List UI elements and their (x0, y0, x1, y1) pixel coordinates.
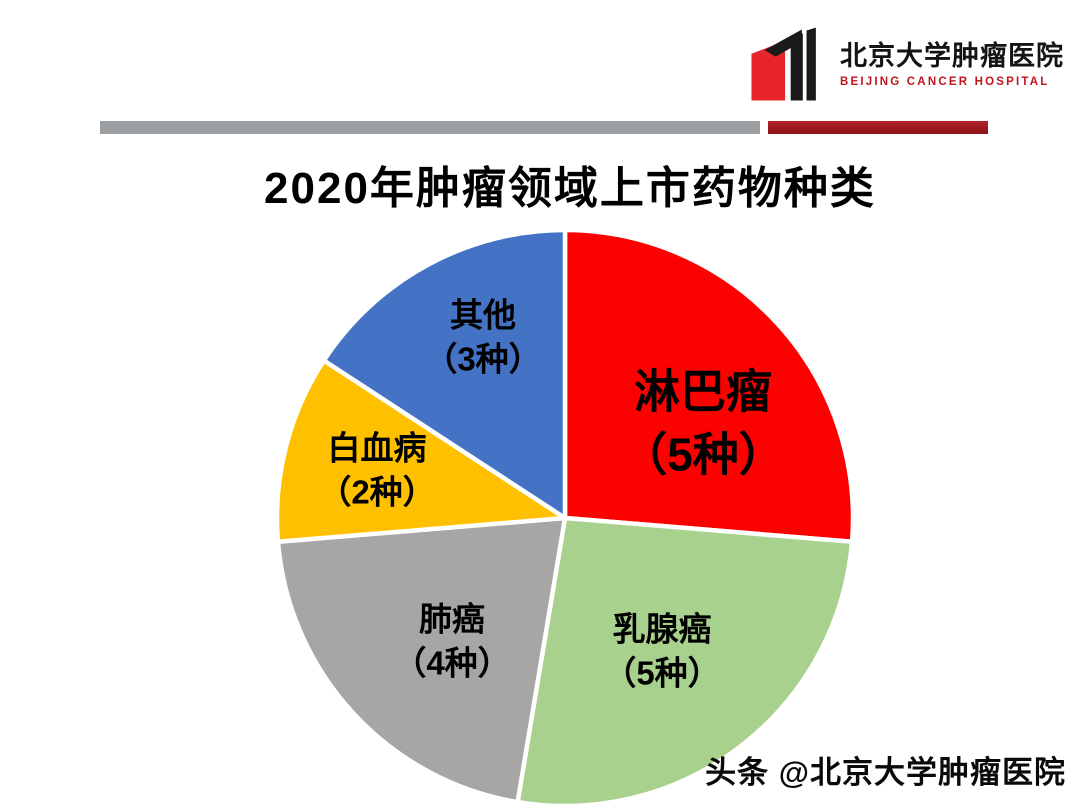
pie-label-breast-cancer: 乳腺癌 （5种） (603, 607, 720, 694)
hospital-logo-text: 北京大学肿瘤医院 BEIJING CANCER HOSPITAL (840, 41, 1064, 88)
slide-title: 2020年肿瘤领域上市药物种类 (264, 164, 876, 213)
hospital-logo-icon (751, 27, 816, 101)
watermark: 头条 @北京大学肿瘤医院 (705, 755, 1066, 790)
pie-label-other: 其他 （3种） (424, 293, 541, 380)
hospital-logo: 北京大学肿瘤医院 BEIJING CANCER HOSPITAL (744, 26, 1064, 104)
pie-label-breast-cancer-count: （5种） (603, 654, 721, 691)
pie-label-leukemia-count: （2种） (318, 473, 436, 510)
pie-slice-lung-cancer (275, 515, 568, 805)
pie-label-leukemia-name: 白血病 (327, 429, 427, 467)
pie-label-breast-cancer-name: 乳腺癌 (612, 610, 712, 648)
pie-slice-leukemia (274, 358, 568, 545)
logo-black-diagonal (764, 29, 802, 57)
hospital-name-cn: 北京大学肿瘤医院 (840, 41, 1064, 72)
pie-slice-other (321, 227, 568, 521)
divider-gray-bar (100, 121, 760, 134)
logo-black-bar-2 (806, 27, 816, 101)
hospital-name-en: BEIJING CANCER HOSPITAL (840, 75, 1050, 88)
pie-slice-lymphoma (562, 227, 856, 545)
pie-label-lymphoma: 淋巴瘤 （5种） (621, 361, 785, 488)
divider-red-bar (768, 121, 988, 134)
header-divider (100, 121, 988, 134)
pie-slice-breast-cancer (515, 515, 855, 809)
pie-label-other-count: （3种） (424, 340, 542, 377)
pie-label-lung-cancer-count: （4种） (393, 644, 511, 681)
pie-label-lung-cancer-name: 肺癌 (418, 600, 485, 638)
pie-label-lymphoma-count: （5种） (621, 429, 785, 481)
pie-chart (274, 227, 856, 809)
pie-label-leukemia: 白血病 （2种） (318, 426, 435, 513)
pie-label-lymphoma-name: 淋巴瘤 (634, 365, 772, 418)
pie-label-lung-cancer: 肺癌 （4种） (393, 597, 510, 684)
pie-label-other-name: 其他 (449, 296, 516, 334)
logo-black-bar-1 (790, 33, 803, 101)
